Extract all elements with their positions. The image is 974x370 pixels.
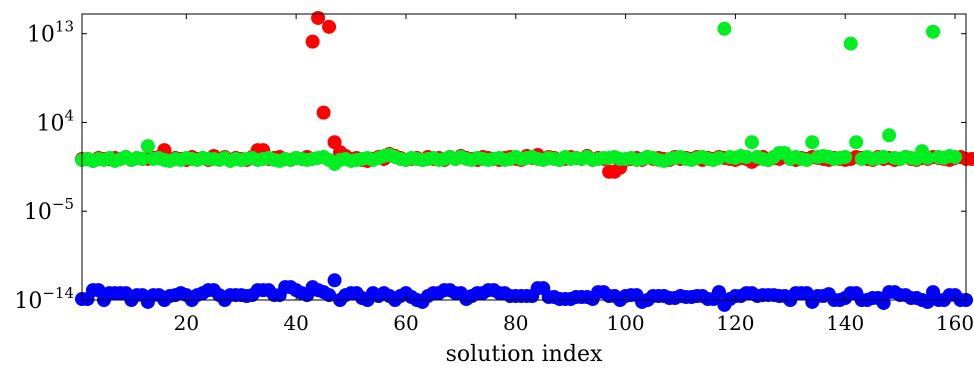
series-2-point-156 bbox=[926, 24, 941, 39]
series-1-point-43 bbox=[305, 34, 320, 49]
y-tick-label-13: 1013 bbox=[27, 18, 74, 48]
x-tick-label-100: 100 bbox=[606, 311, 644, 335]
x-tick-label-80: 80 bbox=[503, 311, 528, 335]
y-tick-label--14: 10−14 bbox=[14, 284, 74, 314]
plot-frame bbox=[81, 13, 967, 301]
series-2-point-117 bbox=[711, 150, 726, 165]
series-2-point-141 bbox=[843, 36, 858, 51]
series-3-point-147 bbox=[876, 295, 891, 310]
y-tick-label-4: 104 bbox=[36, 106, 74, 136]
series-2-point-123 bbox=[744, 135, 759, 150]
x-tick-label-120: 120 bbox=[716, 311, 754, 335]
series-2-point-147 bbox=[876, 150, 891, 164]
series-2-point-142 bbox=[849, 135, 864, 150]
series-1-point-46 bbox=[322, 19, 337, 34]
series-2-point-13 bbox=[140, 139, 155, 154]
series-2-point-122 bbox=[739, 150, 754, 164]
series-2-point-133 bbox=[799, 152, 814, 167]
series-3-point-117 bbox=[711, 285, 726, 300]
series-2-point-118 bbox=[717, 21, 732, 36]
series-3-point-47 bbox=[327, 273, 342, 288]
x-tick-label-20: 20 bbox=[174, 311, 199, 335]
series-1-point-45 bbox=[316, 105, 331, 120]
y-tick-label--5: 10−5 bbox=[24, 195, 74, 225]
x-tick-label-160: 160 bbox=[936, 311, 974, 335]
x-axis-ticks: 20 40 60 80 100 120 140 160 bbox=[174, 14, 974, 335]
series-2-point-140 bbox=[838, 150, 853, 164]
x-tick-label-40: 40 bbox=[283, 311, 308, 335]
series-2-point-134 bbox=[805, 135, 820, 150]
series-2-point-155 bbox=[920, 150, 935, 165]
x-tick-label-140: 140 bbox=[826, 311, 864, 335]
x-tick-label-60: 60 bbox=[393, 311, 418, 335]
series-2-point-12 bbox=[135, 151, 150, 166]
series-3-point-46 bbox=[322, 288, 337, 303]
series-1-point-44 bbox=[311, 10, 326, 25]
series-2-point-160 bbox=[948, 150, 963, 164]
data-points bbox=[75, 10, 974, 312]
x-axis-label: solution index bbox=[446, 342, 603, 367]
y-axis-ticks: 10−14 10−5 104 1013 bbox=[14, 18, 966, 314]
series-2-point-148 bbox=[882, 128, 897, 143]
series-1-point-164 bbox=[969, 151, 974, 165]
